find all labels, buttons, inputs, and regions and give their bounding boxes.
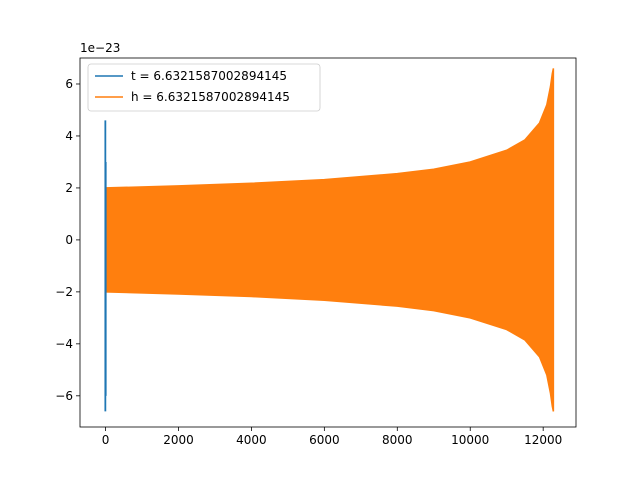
x-tick-label: 0 xyxy=(102,433,110,447)
x-tick-label: 4000 xyxy=(236,433,267,447)
series-h-envelope xyxy=(104,68,555,412)
plot-area xyxy=(104,68,555,412)
x-tick-label: 2000 xyxy=(163,433,194,447)
y-tick-label: 4 xyxy=(65,129,73,143)
legend: t = 6.6321587002894145 h = 6.63215870028… xyxy=(87,63,321,112)
y-tick-label: −2 xyxy=(55,285,73,299)
y-tick-label: 2 xyxy=(65,181,73,195)
axes-frame xyxy=(79,57,577,428)
y-tick-label: −4 xyxy=(55,337,73,351)
series-h xyxy=(104,68,555,412)
x-axis: 0 2000 4000 6000 8000 10000 12000 xyxy=(102,427,562,447)
legend-label-h: h = 6.6321587002894145 xyxy=(131,90,290,104)
x-tick-label: 6000 xyxy=(309,433,340,447)
y-tick-label: 0 xyxy=(65,233,73,247)
x-tick-label: 8000 xyxy=(382,433,413,447)
y-tick-label: 6 xyxy=(65,77,73,91)
legend-label-t: t = 6.6321587002894145 xyxy=(131,69,287,83)
y-tick-label: −6 xyxy=(55,389,73,403)
x-tick-label: 12000 xyxy=(524,433,562,447)
y-offset-text: 1e−23 xyxy=(80,41,120,55)
x-tick-label: 10000 xyxy=(451,433,489,447)
y-axis: −6 −4 −2 0 2 4 6 xyxy=(55,77,80,403)
legend-box xyxy=(87,63,321,112)
